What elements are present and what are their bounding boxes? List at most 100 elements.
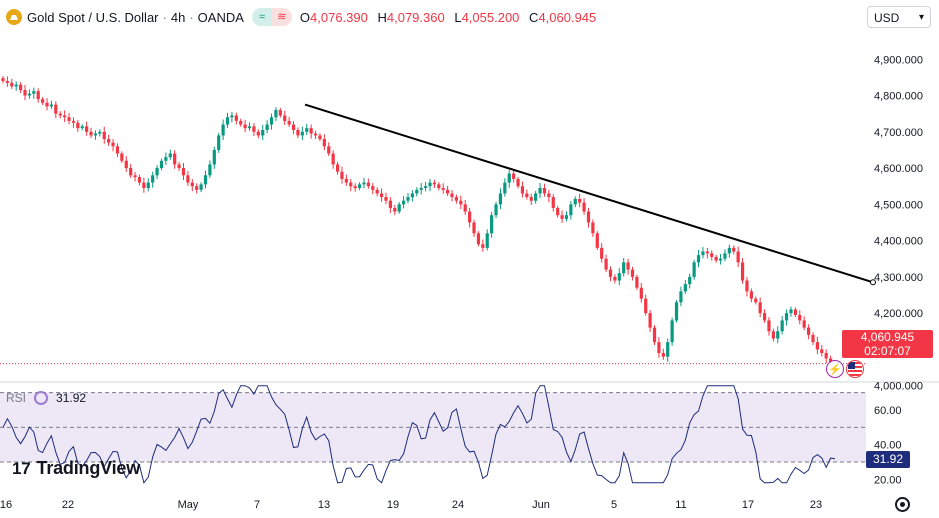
candle-body	[208, 164, 212, 176]
lightning-icon[interactable]: ⚡	[826, 360, 844, 378]
time-axis-label: May	[178, 499, 199, 511]
candle-body	[217, 135, 221, 150]
candle-body	[582, 202, 586, 212]
candle-body	[80, 126, 84, 129]
candle-body	[811, 334, 815, 343]
candle-body	[776, 331, 780, 339]
candle-body	[393, 207, 397, 212]
ohlc-key: H	[377, 9, 387, 25]
candle-body	[221, 124, 225, 136]
candle-body	[520, 186, 525, 194]
candle-body	[556, 207, 560, 216]
candle-body	[159, 160, 164, 169]
candle-body	[789, 309, 793, 314]
timeframe-label[interactable]: 4h	[170, 9, 186, 25]
candle-body	[754, 298, 758, 303]
candle-body	[349, 182, 353, 187]
candle-body	[186, 175, 190, 183]
candle-body	[454, 197, 459, 201]
time-axis-label: 16	[0, 499, 12, 511]
rsi-axis-label: 60.00	[874, 405, 902, 417]
candle-body	[384, 197, 388, 201]
candle-body	[120, 153, 124, 161]
candle-body	[199, 184, 203, 190]
candle-body	[635, 276, 639, 288]
ohlc-values: O4,076.390 H4,079.360 L4,055.200 C4,060.…	[300, 10, 602, 25]
broker-label[interactable]: OANDA	[197, 9, 244, 25]
gold-coin-icon[interactable]	[6, 9, 22, 25]
candle-body	[296, 129, 300, 136]
market-status-pill[interactable]: ≈ ≋	[251, 8, 292, 26]
candle-body	[670, 320, 674, 343]
candle-body	[177, 164, 181, 169]
status-pill-right: ≋	[271, 8, 292, 26]
candle-body	[1, 78, 5, 82]
separator: ·	[189, 9, 194, 25]
main-pane	[0, 0, 939, 382]
candle-body	[265, 124, 269, 130]
candle-body	[111, 142, 115, 147]
candle-body	[195, 186, 199, 190]
candle-body	[771, 331, 775, 339]
rsi-value-badge: 31.92	[866, 451, 910, 468]
us-flag-icon[interactable]	[846, 360, 864, 378]
rsi-axis-label: 20.00	[874, 474, 902, 486]
rsi-name[interactable]: RSI	[6, 391, 27, 405]
chevron-down-icon: ▾	[918, 12, 924, 23]
candle-body	[401, 200, 406, 205]
candle-body	[313, 133, 318, 136]
rsi-settings-icon[interactable]	[34, 391, 49, 405]
candle-body	[740, 262, 745, 281]
candle-body	[516, 178, 520, 187]
candle-body	[446, 189, 450, 194]
candle-body	[573, 198, 577, 205]
candle-body	[529, 197, 533, 201]
price-axis-label: 4,800.000	[874, 91, 923, 103]
candle-body	[14, 84, 18, 87]
candle-body	[164, 157, 168, 161]
candle-body	[283, 115, 287, 121]
symbol-title[interactable]: Gold Spot / U.S. Dollar	[27, 9, 159, 25]
candle-body	[261, 129, 265, 136]
candle-body	[485, 233, 489, 248]
separator: ·	[162, 9, 167, 25]
candle-body	[490, 215, 494, 234]
candle-body	[291, 124, 296, 130]
candle-body	[230, 115, 234, 118]
candle-body	[749, 291, 753, 299]
currency-select[interactable]: USD ▾	[867, 6, 931, 28]
candle-body	[239, 120, 243, 125]
candle-body	[137, 177, 142, 183]
ohlc-key: L	[454, 9, 462, 25]
candle-body	[459, 200, 463, 205]
last-price-value: 4,060.945	[860, 330, 915, 344]
candle-body	[727, 247, 731, 254]
time-axis-label: 5	[611, 499, 617, 511]
currency-label: USD	[874, 11, 900, 25]
gear-icon[interactable]	[895, 497, 910, 512]
candle-body	[19, 84, 23, 91]
candle-body	[309, 128, 313, 134]
time-axis-label: 22	[62, 499, 74, 511]
candle-body	[93, 133, 98, 136]
price-axis-label: 4,300.000	[874, 272, 923, 284]
candle-body	[732, 247, 736, 252]
chart-badges: ⚡	[826, 360, 864, 378]
candle-body	[274, 110, 278, 118]
candle-body	[375, 189, 379, 194]
candle-body	[525, 193, 529, 198]
tradingview-logo[interactable]: 17 TradingView	[12, 458, 140, 479]
candle-body	[608, 269, 613, 277]
candle-body	[578, 198, 582, 203]
time-axis-label: 23	[810, 499, 822, 511]
price-axis-label: 4,900.000	[874, 54, 923, 66]
candle-body	[49, 104, 54, 107]
candle-body	[406, 197, 410, 201]
candle-body	[714, 256, 718, 261]
candle-body	[644, 298, 648, 314]
ohlc-value: 4,079.360	[386, 9, 445, 25]
candle-body	[793, 309, 797, 315]
candle-body	[560, 215, 564, 219]
